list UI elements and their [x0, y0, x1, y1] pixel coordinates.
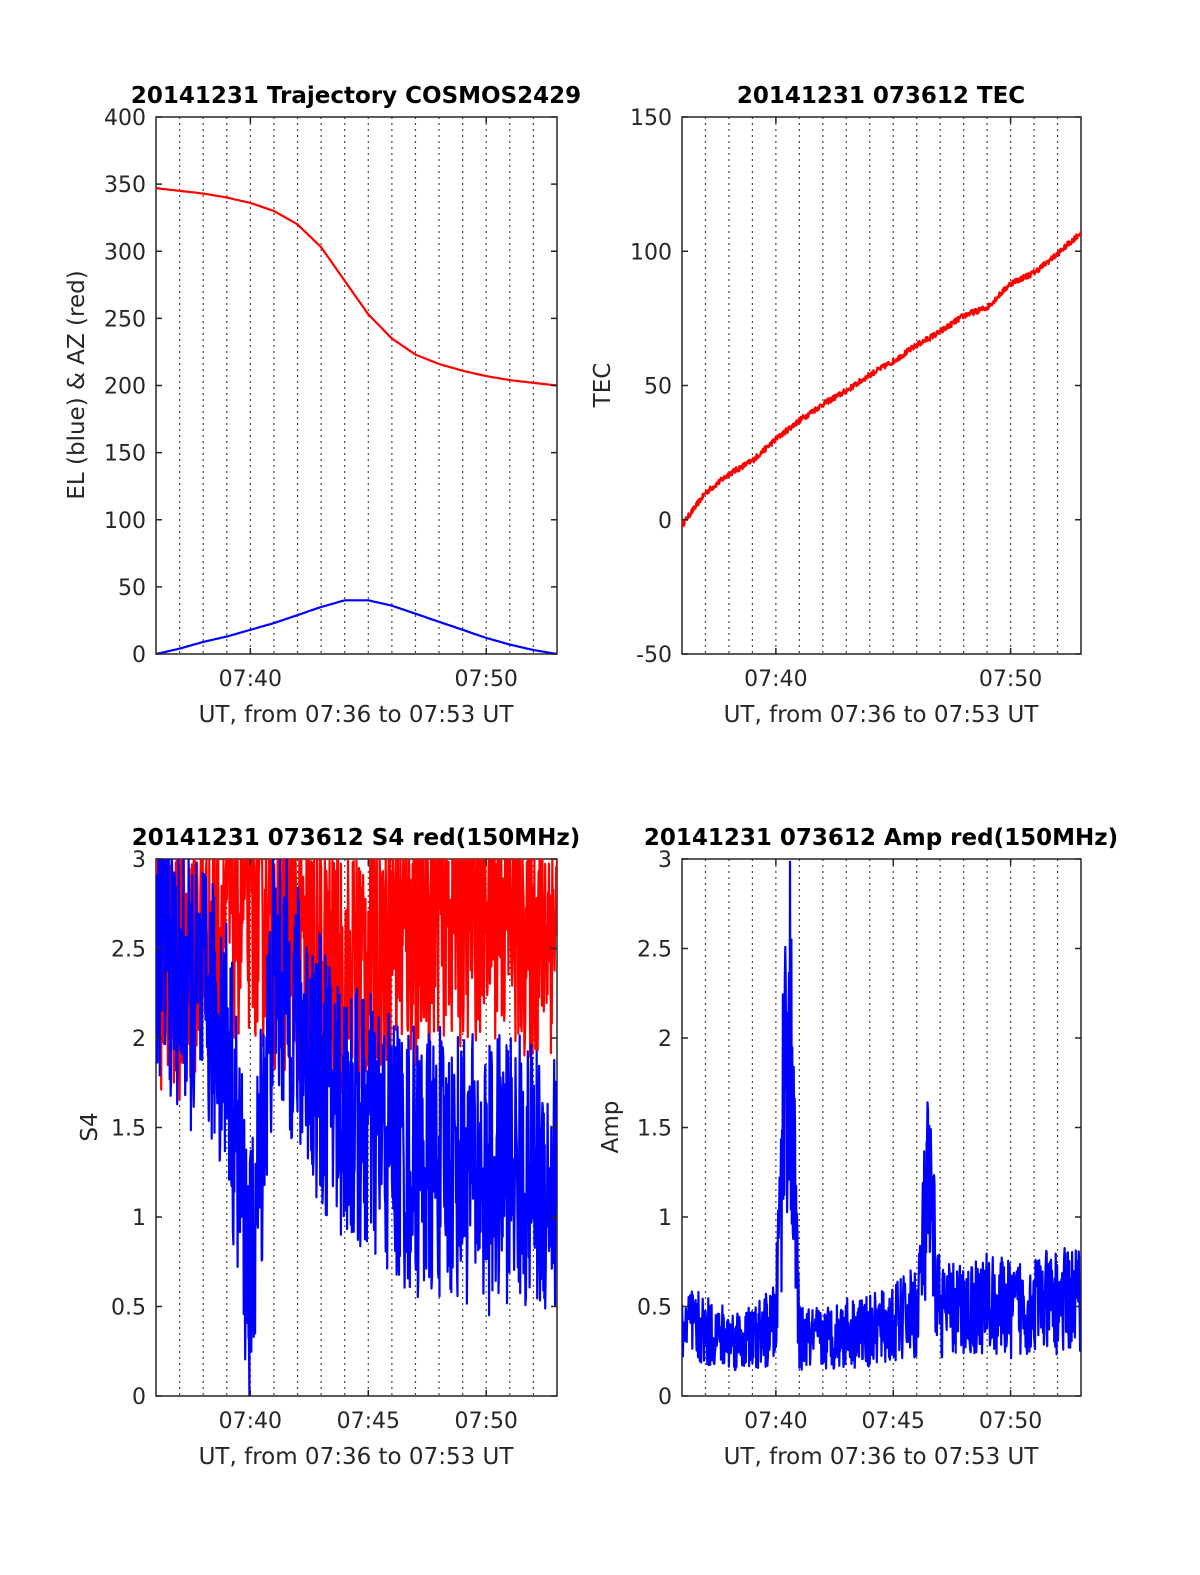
trajectory-y-tick-label: 400	[104, 106, 146, 131]
amp-y-tick-label: 0.5	[637, 1296, 672, 1321]
amp-y-axis-label: Amp	[598, 1101, 624, 1154]
amp-y-tick-label: 3	[658, 848, 672, 873]
trajectory-panel: 0 50 100 150 200 250 300 350 400 07:40 07:50 20141…	[64, 83, 581, 728]
s4-x-axis-label: UT, from 07:36 to 07:53 UT	[199, 1444, 515, 1470]
amp-x-tick-label: 07:45	[862, 1409, 925, 1434]
trajectory-y-tick-label: 250	[104, 307, 146, 332]
trajectory-series	[156, 187, 557, 654]
s4-series-line-2	[156, 859, 557, 1396]
amp-title: 20141231 073612 Amp red(150MHz)	[644, 825, 1118, 851]
tec-y-tick-label: 150	[630, 106, 672, 131]
trajectory-series-line-1	[156, 187, 557, 387]
trajectory-y-tick-label: 50	[118, 576, 146, 601]
amp-y-tick-label: 0	[658, 1385, 672, 1410]
tec-y-tick-label: 100	[630, 240, 672, 265]
tec-series	[682, 230, 1081, 528]
s4-x-tick-label: 07:40	[219, 1409, 282, 1434]
tec-axes-frame	[681, 116, 1082, 655]
s4-ticks: 0 0.5 1 1.5 2 2.5 3 07:40 07:45 07:50	[111, 848, 557, 1434]
s4-y-tick-label: 0	[132, 1385, 146, 1410]
trajectory-y-tick-label: 200	[104, 375, 146, 400]
s4-y-tick-label: 2	[132, 1027, 146, 1052]
amp-series	[682, 860, 1081, 1372]
s4-panel: 0 0.5 1 1.5 2 2.5 3 07:40 07:45 07:50 20141231 07…	[77, 825, 580, 1470]
tec-x-tick-label: 07:40	[744, 667, 807, 692]
trajectory-y-tick-label: 300	[104, 240, 146, 265]
tec-y-tick-label: 0	[658, 509, 672, 534]
amp-y-tick-label: 2.5	[637, 938, 672, 963]
amp-x-tick-label: 07:40	[744, 1409, 807, 1434]
tec-x-axis-label: UT, from 07:36 to 07:53 UT	[724, 702, 1040, 728]
trajectory-y-tick-label: 350	[104, 173, 146, 198]
s4-title: 20141231 073612 S4 red(150MHz)	[132, 825, 581, 851]
tec-panel: -50 0 50 100 150 07:40 07:50 20141231 073612 T…	[590, 83, 1082, 728]
s4-x-tick-label: 07:45	[337, 1409, 400, 1434]
amp-ticks: 0 0.5 1 1.5 2 2.5 3 07:40 07:45 07:50	[637, 848, 1081, 1434]
amp-x-tick-label: 07:50	[979, 1409, 1042, 1434]
s4-x-tick-label: 07:50	[455, 1409, 518, 1434]
trajectory-title: 20141231 Trajectory COSMOS2429	[131, 83, 581, 109]
tec-y-tick-label: -50	[636, 643, 672, 668]
trajectory-x-tick-label: 07:40	[219, 667, 282, 692]
trajectory-series-line-2	[156, 599, 557, 654]
amp-series-line-1	[682, 860, 1081, 1372]
trajectory-y-tick-label: 0	[132, 643, 146, 668]
s4-y-tick-label: 0.5	[111, 1296, 146, 1321]
amp-y-tick-label: 1	[658, 1206, 672, 1231]
amp-y-tick-label: 2	[658, 1027, 672, 1052]
trajectory-x-axis-label: UT, from 07:36 to 07:53 UT	[199, 702, 515, 728]
trajectory-y-tick-label: 100	[104, 509, 146, 534]
tec-ticks: -50 0 50 100 150 07:40 07:50	[630, 106, 1081, 692]
tec-y-tick-label: 50	[644, 375, 672, 400]
s4-y-tick-label: 2.5	[111, 938, 146, 963]
trajectory-x-tick-label: 07:50	[455, 667, 518, 692]
s4-series	[156, 859, 557, 1396]
tec-x-tick-label: 07:50	[979, 667, 1042, 692]
amp-panel: 0 0.5 1 1.5 2 2.5 3 07:40 07:45 07:50 20141231 07…	[598, 825, 1118, 1470]
tec-series-line-1	[682, 230, 1081, 528]
trajectory-axes-frame	[155, 116, 558, 655]
s4-y-tick-label: 1.5	[111, 1117, 146, 1142]
trajectory-ticks: 0 50 100 150 200 250 300 350 400 07:40 07:50	[104, 106, 557, 692]
tec-title: 20141231 073612 TEC	[737, 83, 1025, 109]
s4-y-axis-label: S4	[77, 1112, 103, 1141]
s4-y-tick-label: 1	[132, 1206, 146, 1231]
amp-y-tick-label: 1.5	[637, 1117, 672, 1142]
trajectory-y-axis-label: EL (blue) & AZ (red)	[64, 270, 90, 499]
tec-y-axis-label: TEC	[590, 363, 616, 409]
amp-x-axis-label: UT, from 07:36 to 07:53 UT	[724, 1444, 1040, 1470]
s4-y-tick-label: 3	[132, 848, 146, 873]
trajectory-y-tick-label: 150	[104, 442, 146, 467]
